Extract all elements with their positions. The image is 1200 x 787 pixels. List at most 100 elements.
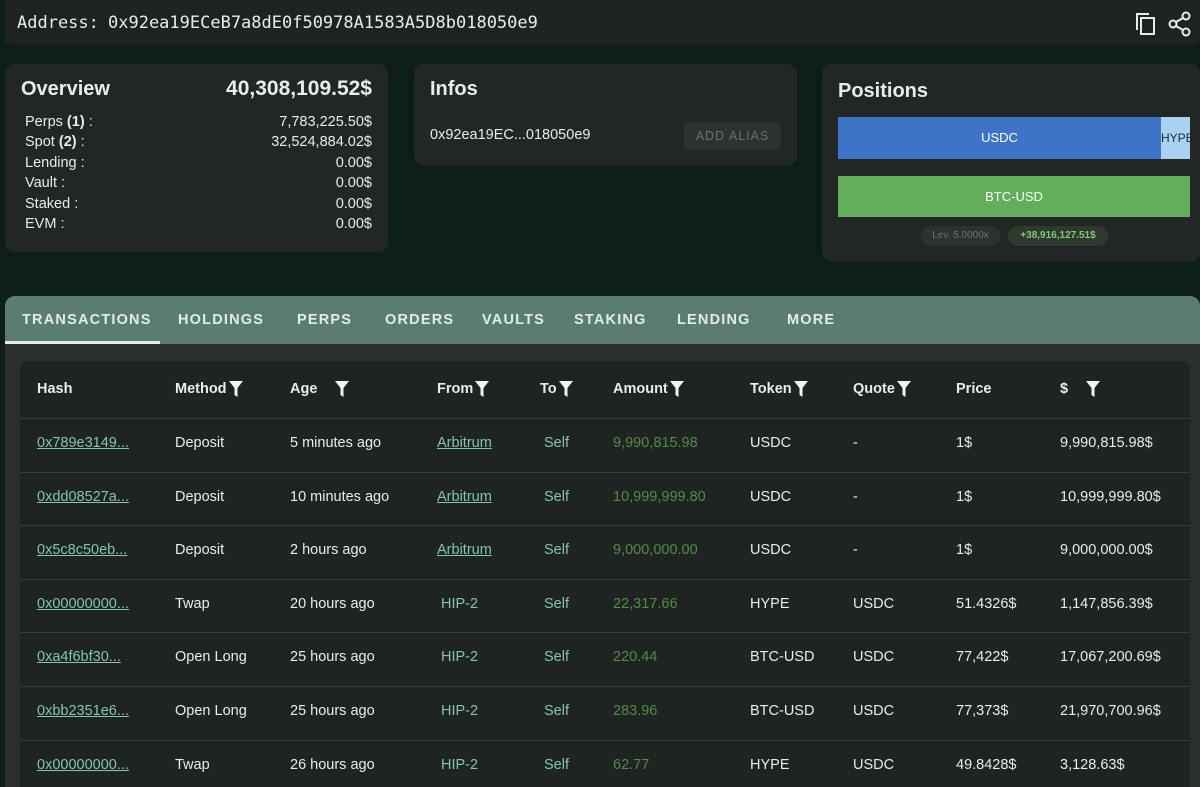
tab[interactable]: VAULTS	[482, 312, 546, 328]
header-label: $	[1060, 381, 1069, 397]
table-cell: 1$	[956, 542, 973, 559]
leverage-chip: Lev. 5.0000x	[921, 226, 1000, 246]
table-cell: Self	[544, 542, 569, 559]
header-label: From	[437, 381, 474, 397]
address-label: Address:	[17, 13, 99, 33]
table-cell[interactable]: 0x00000000...	[37, 756, 129, 773]
share-icon[interactable]	[1168, 11, 1192, 37]
table-cell: 21,970,700.96$	[1060, 703, 1161, 719]
overview-value: 0.00$	[335, 175, 372, 192]
address-bar: Address: 0x92ea19ECeB7a8dE0f50978A1583A5…	[5, 0, 1200, 45]
tab-bar: TRANSACTIONS HOLDINGS PERPS ORDERS VAULTS STA…	[5, 296, 1200, 344]
column-header: $	[1060, 381, 1101, 397]
table-cell: Self	[544, 703, 569, 719]
table-cell: Self	[544, 488, 569, 505]
table-cell: HYPE	[750, 595, 790, 612]
overview-label-group: Perps (1) :	[25, 114, 93, 134]
overview-row: Vault : 0.00$	[25, 175, 372, 195]
row-divider	[20, 418, 1190, 419]
column-header: Hash	[37, 381, 72, 397]
add-alias-button[interactable]: ADD ALIAS	[684, 122, 781, 150]
header-label: Quote	[853, 381, 895, 397]
overview-card: Overview 40,308,109.52$ Perps (1) : 7,783…	[5, 64, 388, 252]
tab[interactable]: TRANSACTIONS	[22, 312, 152, 328]
column-header: Age	[290, 381, 350, 397]
table-cell[interactable]: 0xdd08527a...	[37, 488, 129, 505]
overview-count: (2)	[58, 134, 77, 151]
table-cell: 1$	[956, 488, 973, 505]
copy-icon[interactable]	[1135, 12, 1157, 36]
table-cell: 1,147,856.39$	[1060, 595, 1153, 612]
table-cell: 25 hours ago	[290, 703, 375, 719]
table-cell[interactable]: Arbitrum	[437, 435, 492, 451]
table-cell: -	[853, 488, 858, 505]
overview-title: Overview	[21, 78, 110, 100]
tab[interactable]: PERPS	[297, 312, 353, 328]
overview-label-group: Vault :	[25, 175, 65, 195]
header-label: Price	[956, 381, 992, 397]
table-cell[interactable]: 0x5c8c50eb...	[37, 542, 128, 559]
column-header: Method	[175, 381, 243, 397]
table-cell: BTC-USD	[750, 649, 815, 666]
infos-title: Infos	[430, 78, 478, 100]
overview-colon: :	[61, 175, 66, 192]
table-cell: 77,373$	[956, 703, 1009, 719]
filter-icon[interactable]	[669, 381, 684, 397]
table-cell: 26 hours ago	[290, 756, 375, 773]
tab[interactable]: LENDING	[677, 312, 751, 328]
table-cell: HYPE	[750, 756, 790, 773]
filter-icon[interactable]	[896, 381, 911, 397]
table-cell[interactable]: Arbitrum	[437, 488, 492, 505]
table-cell: 220.44	[613, 649, 658, 666]
table-cell: HIP-2	[441, 649, 479, 666]
table-cell: USDC	[853, 649, 895, 666]
overview-count: (1)	[66, 114, 85, 130]
column-header: Quote	[853, 381, 911, 397]
overview-value: 0.00$	[335, 154, 372, 171]
table-cell: Self	[544, 756, 569, 773]
table-cell[interactable]: 0xa4f6bf30...	[37, 649, 121, 666]
table-cell: 17,067,200.69$	[1060, 649, 1161, 666]
table-cell: Twap	[175, 756, 210, 773]
table-cell: Deposit	[175, 542, 225, 559]
table-cell[interactable]: 0x789e3149...	[37, 435, 129, 451]
table-cell: Self	[544, 435, 569, 451]
filter-icon[interactable]	[475, 381, 490, 397]
table-cell: USDC	[853, 595, 895, 612]
header-label: Token	[750, 381, 792, 397]
tab[interactable]: ORDERS	[385, 312, 455, 328]
tab[interactable]: HOLDINGS	[178, 312, 265, 328]
header-label: Method	[175, 381, 227, 397]
header-label: Amount	[613, 381, 668, 397]
column-header: From	[437, 381, 490, 397]
overview-label: EVM	[25, 216, 57, 232]
table-cell: HIP-2	[441, 756, 479, 773]
address-value: 0x92ea19ECeB7a8dE0f50978A1583A5D8b018050…	[108, 13, 538, 33]
filter-icon[interactable]	[793, 381, 808, 397]
table-cell: Open Long	[175, 649, 247, 666]
overview-value: 0.00$	[335, 216, 372, 232]
filter-icon[interactable]	[335, 381, 350, 397]
table-cell[interactable]: 0x00000000...	[37, 595, 129, 612]
table-cell: Self	[544, 595, 569, 612]
table-cell: HIP-2	[441, 595, 479, 612]
column-header: To	[540, 381, 573, 397]
table-cell: 20 hours ago	[290, 595, 375, 612]
row-divider	[20, 632, 1190, 634]
table-cell[interactable]: 0xbb2351e6...	[37, 703, 129, 719]
table-cell: HIP-2	[441, 703, 479, 719]
overview-value: 7,783,225.50$	[279, 114, 372, 130]
table-cell: USDC	[750, 542, 792, 559]
filter-icon[interactable]	[558, 381, 573, 397]
tab[interactable]: MORE	[787, 312, 836, 328]
table-cell: 51.4326$	[956, 595, 1017, 612]
position-bar: USDC	[838, 117, 1161, 159]
overview-row: Perps (1) : 7,783,225.50$	[25, 114, 372, 134]
tab[interactable]: STAKING	[574, 312, 647, 328]
filter-icon[interactable]	[1086, 381, 1101, 397]
table-cell[interactable]: Arbitrum	[437, 542, 492, 559]
filter-icon[interactable]	[228, 381, 243, 397]
table-cell: 9,000,000.00$	[1060, 542, 1153, 559]
overview-label: Lending	[25, 154, 77, 171]
overview-colon: :	[88, 114, 93, 130]
